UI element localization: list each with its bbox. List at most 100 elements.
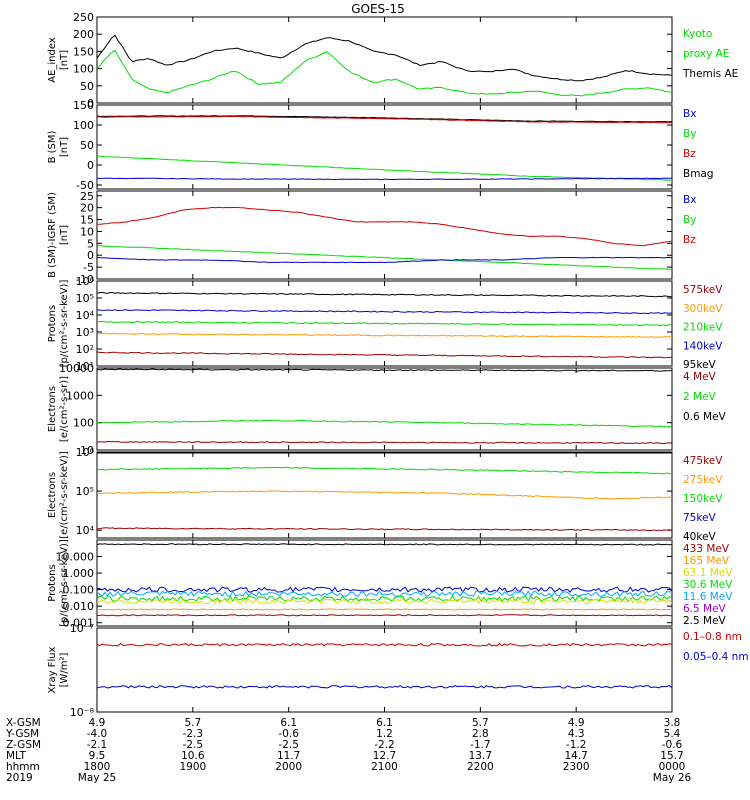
legend-entry: 433 MeV (683, 543, 730, 555)
ephemeris-value: 4.9 (89, 717, 106, 729)
legend-entry: 150keV (683, 493, 723, 505)
ephemeris-value: -2.1 (87, 739, 108, 751)
ephemeris-row-label: Y-GSM (5, 728, 39, 740)
y-tick-label: 1.000 (63, 567, 95, 580)
y-axis-label: AE_index (47, 37, 58, 83)
ephemeris-table: X-GSMY-GSMZ-GSMMLThhmm20194.9-4.0-2.19.5… (5, 717, 692, 784)
y-tick-label: 10³ (76, 326, 94, 339)
ephemeris-value: -1.2 (566, 739, 587, 751)
series-line-95kev (96, 291, 673, 298)
y-tick-label: 10000 (59, 362, 94, 375)
panel-protons_low: 10⁶ 10⁵ 10⁴ 10³ 10² 10¹ Protons [p/(cm²-s-sr-ke… (47, 275, 723, 373)
ephemeris-value: 2100 (371, 761, 398, 773)
series-line-2-mev (96, 419, 673, 428)
y-tick-label: -50 (76, 179, 94, 192)
series-line-bx (96, 256, 673, 264)
ephemeris-value: 0000 (659, 761, 686, 773)
ephemeris-value: May 26 (653, 772, 692, 784)
y-tick-label: 20 (80, 202, 94, 215)
legend-entry: 11.6 MeV (683, 591, 733, 603)
ephemeris-value: 3.8 (664, 717, 681, 729)
ephemeris-value: 10.6 (181, 750, 205, 762)
y-tick-label: 100 (73, 63, 94, 76)
ephemeris-value: 1.2 (376, 728, 393, 740)
panel-xray: 10⁻⁷ 10⁻⁸ Xray Flux [W/m²] 0.1–0.8 nm 0.05–0.… (47, 622, 749, 719)
y-axis-label: [nT] (59, 137, 70, 157)
ephemeris-value: -2.2 (374, 739, 395, 751)
legend-entry: 275keV (683, 474, 723, 486)
series-line-30-6-mev (96, 595, 673, 603)
legend-entry: 0.05–0.4 nm (683, 651, 749, 663)
series-line-475kev (96, 527, 673, 532)
y-tick-label: 10⁴ (76, 524, 95, 537)
y-tick-label: 10⁶ (76, 446, 95, 459)
legend-entry: 575keV (683, 284, 723, 296)
y-tick-label: -5 (83, 261, 94, 274)
y-tick-label: 150 (73, 45, 94, 58)
panel-frame (96, 451, 673, 539)
legend-entry: 40keV (683, 531, 717, 543)
panel-protons_high: 10.000 1.000 0.100 0.010 0.001 Protons [p/(cm²… (47, 539, 733, 630)
panel-frame (96, 539, 673, 627)
series-line-kyoto-proxy-ae (96, 49, 673, 97)
series-line-by (97, 155, 673, 181)
y-tick-label: 10 (80, 225, 94, 238)
y-axis-label: [W/m²] (59, 652, 70, 687)
y-tick-label: 0.010 (63, 600, 95, 613)
y-tick-label: 0 (87, 159, 94, 172)
ephemeris-value: 5.4 (664, 728, 681, 740)
ephemeris-value: 11.7 (277, 750, 300, 762)
y-tick-label: 1000 (66, 389, 94, 402)
legend-entry: 210keV (683, 322, 723, 334)
y-tick-label: 0 (87, 249, 94, 262)
y-tick-label: 10 (80, 444, 94, 457)
panel-ae: 250 200 150 100 50 0 AE_index [nT] Kyoto proxy AE… (47, 11, 738, 110)
series-line-210kev (96, 320, 673, 327)
ephemeris-value: May 25 (78, 772, 116, 784)
series-line-0-6-mev (96, 368, 673, 372)
ephemeris-value: 4.3 (568, 728, 585, 740)
ephemeris-value: 2000 (275, 761, 302, 773)
series-line-300kev (97, 332, 673, 338)
ephemeris-value: -2.5 (183, 739, 204, 751)
y-tick-label: 10¹ (76, 360, 94, 373)
ephemeris-value: 4.9 (568, 717, 585, 729)
series-line-63-1-mev (96, 597, 673, 605)
ephemeris-value: 9.5 (89, 750, 106, 762)
y-axis-label: [e/(cm²-s-sr-keV)] (59, 451, 70, 539)
y-tick-label: 150 (73, 99, 94, 112)
legend-entry: Kyoto (683, 28, 712, 40)
legend-entry: 4 MeV (683, 371, 717, 383)
ephemeris-value: -0.6 (278, 728, 299, 740)
y-axis-label: Protons (47, 305, 58, 342)
series-line-11-6-mev (96, 590, 673, 598)
legend-entry: 2 MeV (683, 391, 717, 403)
y-tick-label: 25 (80, 190, 94, 203)
y-tick-label: 10⁶ (76, 275, 95, 288)
y-axis-label: B (SM)-IGRF (SM) (47, 192, 58, 278)
series-line-140kev (96, 309, 673, 315)
panel-electrons_high: 10000 1000 100 10 Electrons [e/(cm²-s-sr)] 4 M… (47, 362, 727, 457)
series-line-themis-ae (96, 34, 673, 82)
series-line-165-mev (96, 608, 673, 611)
ephemeris-value: 13.7 (469, 750, 492, 762)
ephemeris-value: -2.5 (278, 739, 299, 751)
legend-entry: Themis AE (682, 68, 738, 80)
y-tick-label: 5 (87, 237, 94, 250)
y-tick-label: 0.001 (63, 617, 95, 630)
legend-entry: Bmag (683, 168, 714, 180)
y-tick-label: 250 (73, 11, 94, 24)
series-line-6-5-mev (96, 586, 673, 594)
panel-b_sm: 150 100 50 0 -50 B (SM) [nT] Bx By Bz Bmag (47, 99, 714, 192)
ephemeris-value: 1900 (179, 761, 206, 773)
panel-frame (96, 16, 673, 104)
legend-entry: By (683, 128, 696, 140)
legend-entry: 30.6 MeV (683, 579, 733, 591)
legend-entry: By (683, 214, 696, 226)
ephemeris-value: 2.8 (472, 728, 489, 740)
ephemeris-value: 2300 (563, 761, 590, 773)
legend-entry: 63.1 MeV (683, 567, 733, 579)
y-tick-label: 10.000 (56, 551, 95, 564)
